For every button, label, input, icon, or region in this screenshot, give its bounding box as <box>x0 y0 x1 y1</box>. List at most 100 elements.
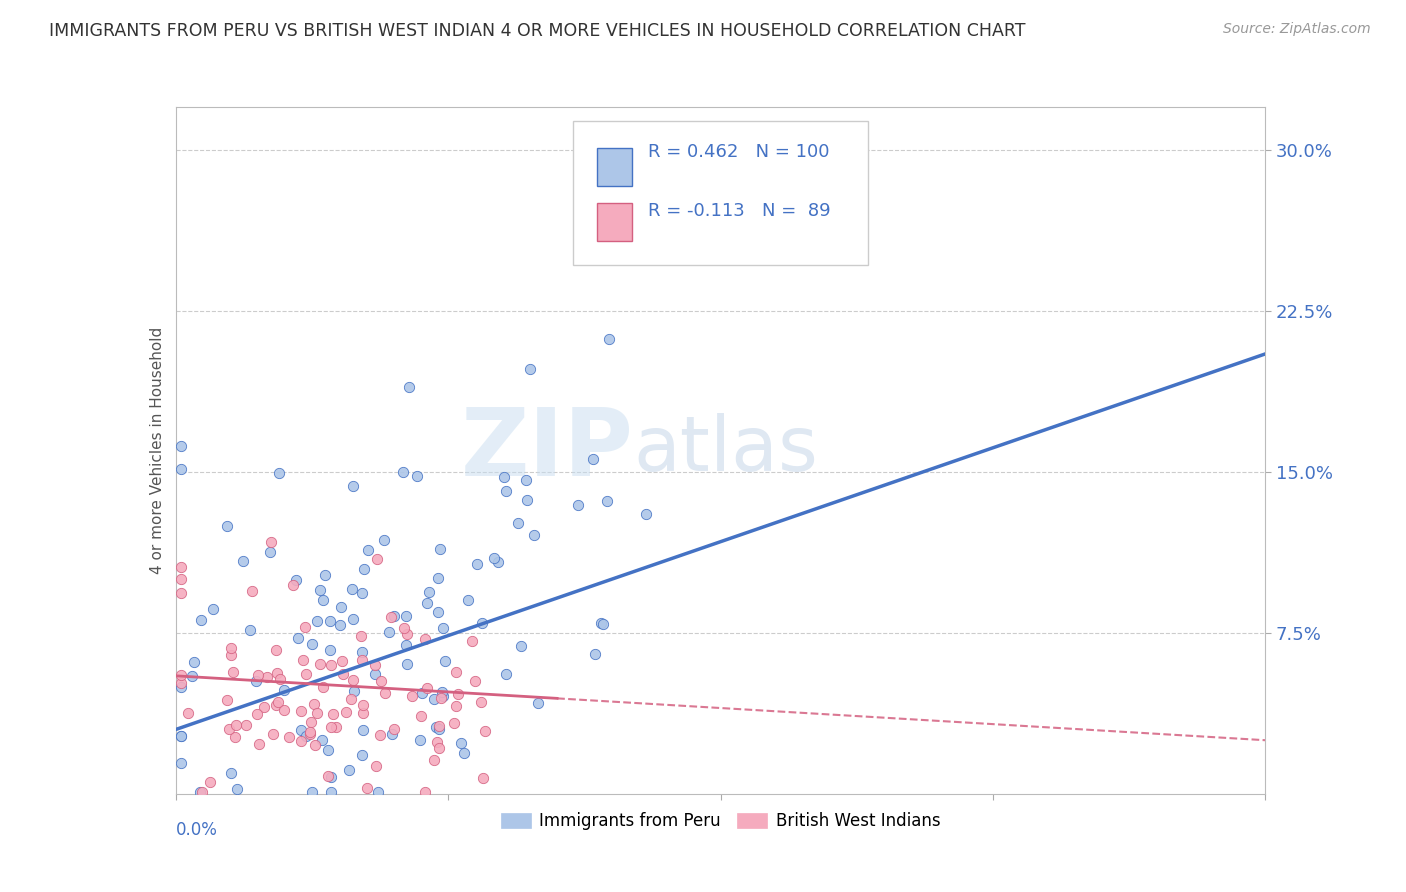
Point <box>325 720 347 734</box>
Point <box>225 781 247 796</box>
Point <box>398 380 420 394</box>
Point <box>183 655 205 669</box>
Point <box>332 667 354 681</box>
Point <box>294 666 316 681</box>
Point <box>329 618 352 632</box>
Point <box>395 638 418 652</box>
Point <box>494 470 516 484</box>
Point <box>592 616 614 631</box>
Point <box>444 698 467 713</box>
Point <box>583 647 606 661</box>
Point <box>246 707 269 722</box>
Point <box>364 759 387 773</box>
Point <box>378 625 401 640</box>
Text: R = -0.113   N =  89: R = -0.113 N = 89 <box>648 202 830 220</box>
Point <box>322 707 344 722</box>
Point <box>523 528 546 542</box>
Legend: Immigrants from Peru, British West Indians: Immigrants from Peru, British West India… <box>494 805 948 837</box>
Point <box>337 764 360 778</box>
Point <box>299 725 322 739</box>
Point <box>319 785 342 799</box>
Point <box>427 605 450 619</box>
Point <box>350 645 373 659</box>
Point <box>471 615 494 630</box>
Point <box>305 706 328 720</box>
Point <box>519 362 541 376</box>
FancyBboxPatch shape <box>574 120 868 265</box>
Point <box>219 766 242 780</box>
Point <box>170 680 193 694</box>
Point <box>526 696 548 710</box>
Point <box>352 723 374 737</box>
Point <box>273 703 295 717</box>
Point <box>311 732 333 747</box>
Text: atlas: atlas <box>633 414 818 487</box>
Point <box>356 780 378 795</box>
Point <box>308 583 330 598</box>
Point <box>409 733 432 747</box>
Point <box>380 610 402 624</box>
Point <box>381 727 404 741</box>
Point <box>409 709 432 723</box>
Point <box>395 657 418 671</box>
Point <box>411 686 433 700</box>
Point <box>304 738 326 752</box>
Point <box>260 535 283 549</box>
Point <box>191 785 214 799</box>
Point <box>484 551 506 566</box>
Point <box>582 452 605 467</box>
Point <box>188 785 211 799</box>
Point <box>319 770 342 784</box>
Text: ZIP: ZIP <box>461 404 633 497</box>
Point <box>235 718 257 732</box>
Bar <box>598 203 633 241</box>
Point <box>392 465 415 479</box>
Point <box>170 573 193 587</box>
Point <box>224 730 246 744</box>
Point <box>314 567 336 582</box>
Point <box>247 737 270 751</box>
Point <box>319 720 342 734</box>
Point <box>350 653 373 667</box>
Point <box>262 727 284 741</box>
Point <box>516 493 538 508</box>
Point <box>352 706 374 720</box>
Point <box>309 657 332 672</box>
Point <box>301 785 323 799</box>
Point <box>253 699 276 714</box>
Point <box>240 584 263 599</box>
Point <box>218 722 240 736</box>
Point <box>264 642 287 657</box>
Point <box>190 614 212 628</box>
Point <box>450 736 472 750</box>
Point <box>515 473 537 487</box>
Point <box>382 723 405 737</box>
Point <box>425 720 447 734</box>
Point <box>330 599 353 614</box>
Point <box>343 683 366 698</box>
Point <box>219 648 242 662</box>
Point <box>259 545 281 559</box>
Point <box>215 692 238 706</box>
Point <box>464 673 486 688</box>
Point <box>170 586 193 600</box>
Point <box>181 668 204 682</box>
Point <box>357 542 380 557</box>
Point <box>474 723 496 738</box>
Point <box>415 596 437 610</box>
Point <box>256 670 278 684</box>
Point <box>396 627 419 641</box>
Point <box>432 621 454 635</box>
Point <box>447 687 470 701</box>
Point <box>219 640 242 655</box>
Point <box>170 560 193 574</box>
Point <box>591 616 613 631</box>
Point <box>373 533 395 547</box>
Point <box>426 571 449 585</box>
Point <box>416 681 439 695</box>
Point <box>432 685 454 699</box>
Point <box>264 698 287 713</box>
Point <box>432 689 454 703</box>
Point <box>472 771 495 785</box>
Point <box>170 730 193 744</box>
